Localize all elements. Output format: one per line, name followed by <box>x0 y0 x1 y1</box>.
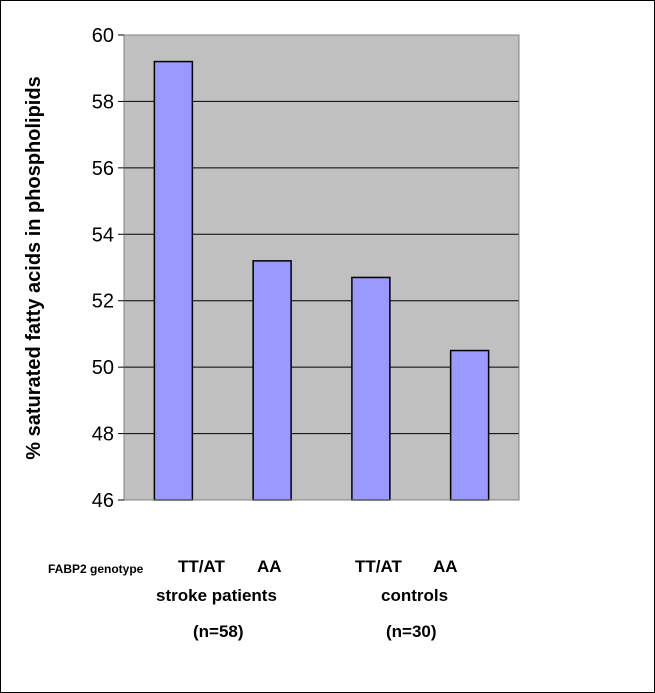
group1-aa-label: AA <box>257 557 282 576</box>
group2-ttat-label: TT/AT <box>355 557 402 576</box>
bar-2 <box>252 260 292 501</box>
plot-border <box>123 34 520 501</box>
y-tick-label: 48 <box>92 424 114 446</box>
y-tick-label: 50 <box>92 357 114 379</box>
group1-ttat-label: TT/AT <box>178 557 225 576</box>
bar-1 <box>153 60 194 501</box>
y-axis-label: % saturated fatty acids in phospholipids <box>23 76 45 459</box>
genotype-label: FABP2 genotype <box>48 562 144 576</box>
axes <box>123 34 520 501</box>
y-tick-label: 60 <box>92 25 114 47</box>
y-tick-label: 58 <box>92 91 114 113</box>
group2-name: controls <box>381 586 449 605</box>
y-tick-label: 54 <box>92 224 114 246</box>
y-tick-labels: 46 48 50 52 54 56 58 60 <box>92 25 124 512</box>
group2-n: (n=30) <box>386 622 437 641</box>
bar-4 <box>449 349 490 501</box>
y-tick-label: 46 <box>92 490 114 512</box>
y-tick-label: 56 <box>92 158 114 180</box>
group2-aa-label: AA <box>433 557 458 576</box>
group1-name: stroke patients <box>156 586 277 605</box>
y-tick-label: 52 <box>92 291 114 313</box>
group1-n: (n=58) <box>193 622 244 641</box>
bar-3 <box>351 276 391 501</box>
